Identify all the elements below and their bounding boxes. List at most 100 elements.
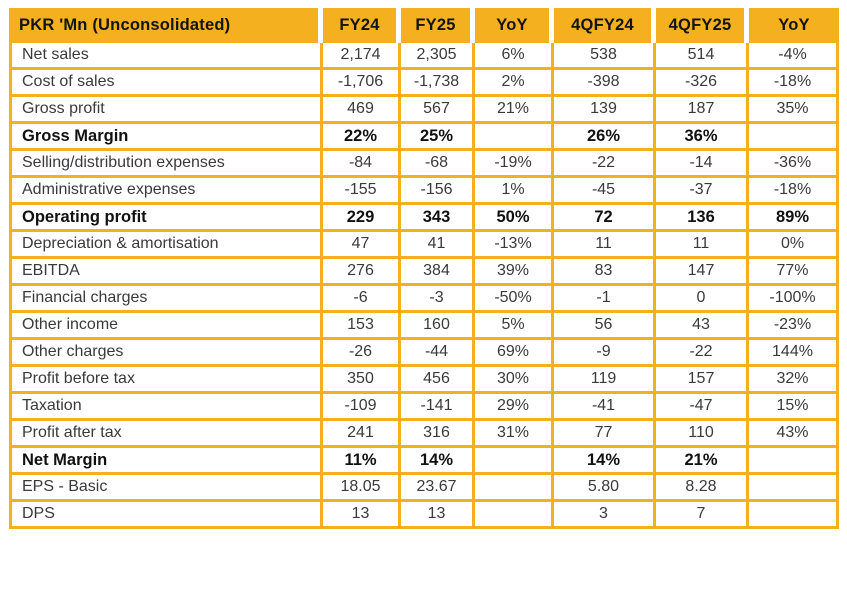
table-row: Other charges -26 -44 69% -9 -22 144% bbox=[9, 340, 839, 367]
cell-value: 30% bbox=[475, 367, 554, 394]
cell-value: -22 bbox=[656, 340, 749, 367]
row-label: Financial charges bbox=[9, 286, 323, 313]
row-label: Gross Margin bbox=[9, 124, 323, 151]
cell-value: -9 bbox=[554, 340, 656, 367]
cell-value: -68 bbox=[401, 151, 475, 178]
table-row: Gross profit 469 567 21% 139 187 35% bbox=[9, 97, 839, 124]
cell-value: 14% bbox=[401, 448, 475, 475]
cell-value: 147 bbox=[656, 259, 749, 286]
table-body: Net sales 2,174 2,305 6% 538 514 -4% Cost of sa… bbox=[9, 43, 839, 529]
table-row: Cost of sales -1,706 -1,738 2% -398 -326 -18% bbox=[9, 70, 839, 97]
table-row: Taxation -109 -141 29% -41 -47 15% bbox=[9, 394, 839, 421]
cell-value: -398 bbox=[554, 70, 656, 97]
cell-value: 26% bbox=[554, 124, 656, 151]
cell-value: -326 bbox=[656, 70, 749, 97]
page: PKR 'Mn (Unconsolidated) FY24 FY25 YoY 4QFY2… bbox=[9, 8, 839, 529]
table-row: EPS - Basic 18.05 23.67 5.80 8.28 bbox=[9, 475, 839, 502]
cell-value: 35% bbox=[749, 97, 839, 124]
cell-value: -23% bbox=[749, 313, 839, 340]
cell-value: 11% bbox=[323, 448, 401, 475]
row-label: Depreciation & amortisation bbox=[9, 232, 323, 259]
cell-value: 276 bbox=[323, 259, 401, 286]
cell-value: 110 bbox=[656, 421, 749, 448]
cell-value: 2,174 bbox=[323, 43, 401, 70]
cell-value: 160 bbox=[401, 313, 475, 340]
cell-value: 83 bbox=[554, 259, 656, 286]
cell-value: 2% bbox=[475, 70, 554, 97]
cell-value: -36% bbox=[749, 151, 839, 178]
cell-value: 456 bbox=[401, 367, 475, 394]
row-label: Profit before tax bbox=[9, 367, 323, 394]
cell-value: 43 bbox=[656, 313, 749, 340]
cell-value: 29% bbox=[475, 394, 554, 421]
cell-value: 384 bbox=[401, 259, 475, 286]
table-row: Net sales 2,174 2,305 6% 538 514 -4% bbox=[9, 43, 839, 70]
table-row: Financial charges -6 -3 -50% -1 0 -100% bbox=[9, 286, 839, 313]
row-label: EBITDA bbox=[9, 259, 323, 286]
cell-value: 14% bbox=[554, 448, 656, 475]
table-row: Selling/distribution expenses -84 -68 -19% -… bbox=[9, 151, 839, 178]
table-row: Administrative expenses -155 -156 1% -45 -37-… bbox=[9, 178, 839, 205]
row-label: Operating profit bbox=[9, 205, 323, 232]
row-label: Profit after tax bbox=[9, 421, 323, 448]
cell-value: -47 bbox=[656, 394, 749, 421]
cell-value: 316 bbox=[401, 421, 475, 448]
row-label: EPS - Basic bbox=[9, 475, 323, 502]
cell-value bbox=[475, 475, 554, 502]
col-header-fy25: FY25 bbox=[401, 8, 475, 43]
cell-value: -18% bbox=[749, 178, 839, 205]
cell-value: 119 bbox=[554, 367, 656, 394]
cell-value bbox=[749, 475, 839, 502]
cell-value bbox=[475, 502, 554, 529]
cell-value: 229 bbox=[323, 205, 401, 232]
row-label: Cost of sales bbox=[9, 70, 323, 97]
cell-value: 25% bbox=[401, 124, 475, 151]
cell-value: 18.05 bbox=[323, 475, 401, 502]
cell-value: -1,706 bbox=[323, 70, 401, 97]
cell-value: -22 bbox=[554, 151, 656, 178]
cell-value: 514 bbox=[656, 43, 749, 70]
table-header: PKR 'Mn (Unconsolidated) FY24 FY25 YoY 4QFY2… bbox=[9, 8, 839, 43]
cell-value: -1 bbox=[554, 286, 656, 313]
row-label: Net sales bbox=[9, 43, 323, 70]
cell-value: 5.80 bbox=[554, 475, 656, 502]
cell-value: 469 bbox=[323, 97, 401, 124]
cell-value bbox=[749, 502, 839, 529]
cell-value: 187 bbox=[656, 97, 749, 124]
row-label: Administrative expenses bbox=[9, 178, 323, 205]
row-label: Gross profit bbox=[9, 97, 323, 124]
cell-value: 69% bbox=[475, 340, 554, 367]
cell-value: 241 bbox=[323, 421, 401, 448]
cell-value: 3 bbox=[554, 502, 656, 529]
cell-value: 72 bbox=[554, 205, 656, 232]
col-header-fy24: FY24 bbox=[323, 8, 401, 43]
cell-value: 23.67 bbox=[401, 475, 475, 502]
cell-value bbox=[749, 124, 839, 151]
cell-value: -44 bbox=[401, 340, 475, 367]
cell-value: 32% bbox=[749, 367, 839, 394]
cell-value: 31% bbox=[475, 421, 554, 448]
cell-value: 153 bbox=[323, 313, 401, 340]
row-label: Taxation bbox=[9, 394, 323, 421]
cell-value: -141 bbox=[401, 394, 475, 421]
cell-value: 47 bbox=[323, 232, 401, 259]
cell-value: 77 bbox=[554, 421, 656, 448]
cell-value: 139 bbox=[554, 97, 656, 124]
cell-value: 89% bbox=[749, 205, 839, 232]
cell-value: -19% bbox=[475, 151, 554, 178]
cell-value: -156 bbox=[401, 178, 475, 205]
cell-value: 2,305 bbox=[401, 43, 475, 70]
cell-value: 36% bbox=[656, 124, 749, 151]
cell-value: 39% bbox=[475, 259, 554, 286]
cell-value: 56 bbox=[554, 313, 656, 340]
cell-value: 21% bbox=[656, 448, 749, 475]
cell-value: 11 bbox=[656, 232, 749, 259]
table-row: Operating profit 229 343 50% 72 136 89% bbox=[9, 205, 839, 232]
table-row: Profit after tax 241 316 31% 77 110 43% bbox=[9, 421, 839, 448]
cell-value: -1,738 bbox=[401, 70, 475, 97]
cell-value bbox=[475, 448, 554, 475]
cell-value: 343 bbox=[401, 205, 475, 232]
cell-value: -155 bbox=[323, 178, 401, 205]
cell-value: 6% bbox=[475, 43, 554, 70]
cell-value: 43% bbox=[749, 421, 839, 448]
